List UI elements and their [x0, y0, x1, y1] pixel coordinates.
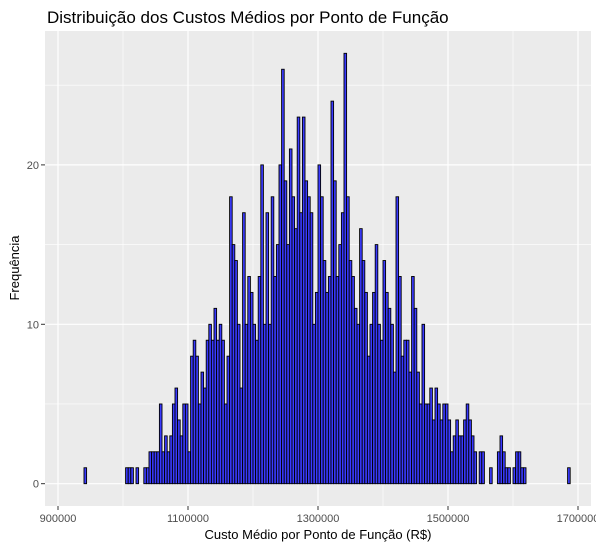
x-tick-label: 1100000 — [167, 513, 209, 525]
histogram-bar — [473, 451, 478, 485]
y-axis-label: Frequência — [7, 235, 22, 301]
histogram-bar — [158, 403, 163, 485]
histogram-bars — [83, 52, 571, 485]
y-tick-label: 10 — [27, 319, 39, 331]
x-tick-label: 1700000 — [557, 513, 596, 525]
y-tick-label: 20 — [27, 160, 39, 172]
histogram-bar — [507, 467, 511, 485]
histogram-bar — [130, 467, 134, 485]
x-tick-label: 900000 — [40, 513, 77, 525]
histogram-bar — [567, 467, 571, 485]
histogram-bar — [83, 467, 88, 485]
histogram-bar — [489, 467, 493, 485]
x-tick-label: 1500000 — [427, 513, 470, 525]
x-tick-label: 1300000 — [297, 513, 340, 525]
x-axis-label: Custo Médio por Ponto de Função (R$) — [205, 527, 432, 542]
y-tick-label: 0 — [33, 479, 39, 491]
axis-ticks: 900000 1100000 1300000 1500000 1700000 0 10 20 — [27, 160, 596, 525]
histogram-bar — [522, 467, 527, 485]
histogram-bar — [184, 403, 189, 485]
histogram-bar — [481, 451, 485, 485]
histogram-bar — [135, 467, 140, 485]
chart-title: Distribuição dos Custos Médios por Ponto… — [47, 8, 449, 27]
